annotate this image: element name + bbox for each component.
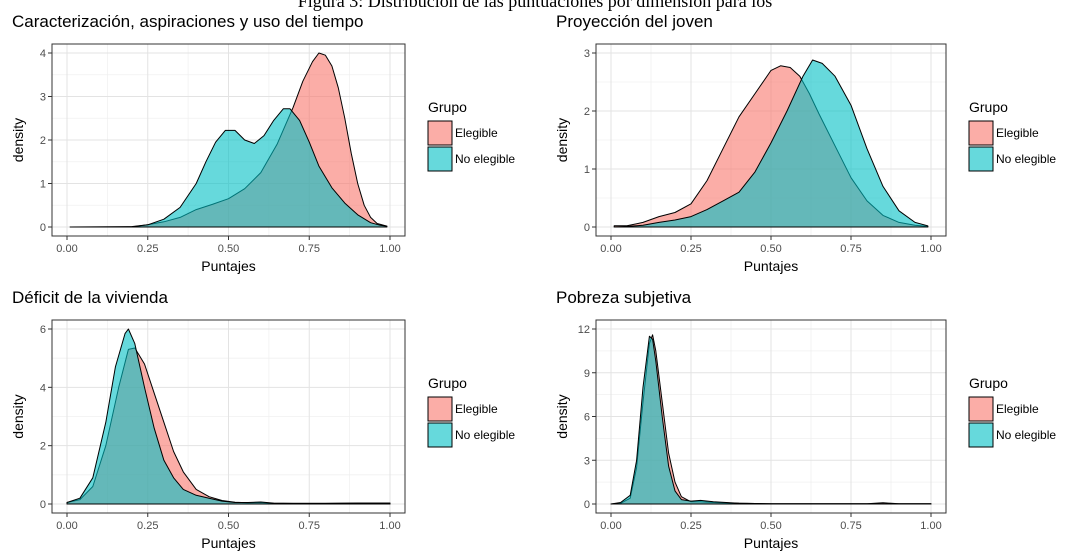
x-tick-label: 0.25	[137, 520, 158, 532]
y-axis-title: density	[10, 394, 26, 438]
x-tick-label: 0.75	[840, 243, 861, 255]
y-tick-label: 0	[584, 222, 590, 234]
x-tick-label: 0.00	[56, 243, 77, 255]
y-tick-label: 9	[584, 368, 590, 380]
y-axis-title: density	[554, 394, 570, 438]
x-tick-label: 0.50	[218, 243, 239, 255]
page-caption: Figura 3: Distribución de las puntuacion…	[297, 0, 773, 11]
legend-title: Grupo	[428, 375, 467, 391]
y-tick-label: 0	[40, 499, 46, 511]
panel-border	[51, 319, 406, 514]
chart-title: Caracterización, aspiraciones y uso del …	[12, 12, 364, 31]
legend-label: No elegible	[455, 428, 515, 442]
y-tick-label: 6	[584, 412, 590, 424]
chart-title: Proyección del joven	[556, 12, 713, 31]
y-tick-label: 3	[584, 455, 590, 467]
y-tick-label: 1	[584, 164, 590, 176]
y-tick-label: 4	[40, 48, 46, 60]
legend-label: No elegible	[455, 152, 515, 166]
x-tick-label: 0.75	[299, 243, 320, 255]
legend-label: Elegible	[455, 402, 498, 416]
density-area-no-elegible	[69, 108, 388, 228]
legend-key-no-elegible	[427, 422, 453, 448]
legend-key-elegible	[968, 120, 994, 146]
x-tick-label: 1.00	[379, 520, 400, 532]
x-tick-label: 0.25	[680, 520, 701, 532]
x-tick-label: 0.00	[56, 520, 77, 532]
y-tick-label: 12	[578, 324, 590, 336]
y-tick-label: 1	[40, 179, 46, 191]
legend-label: Elegible	[996, 402, 1039, 416]
chart-title: Pobreza subjetiva	[556, 288, 692, 307]
legend-title: Grupo	[969, 99, 1008, 115]
chart-panel: Déficit de la vivienda 0.00 0.25 0.50 0.75 1.…	[10, 288, 515, 551]
x-axis-title: Puntajes	[744, 258, 798, 274]
y-axis-title: density	[554, 118, 570, 162]
legend-label: Elegible	[455, 126, 498, 140]
panel-border	[595, 43, 947, 237]
x-tick-label: 1.00	[379, 243, 400, 255]
x-tick-label: 1.00	[920, 243, 941, 255]
legend-key-no-elegible	[968, 422, 994, 448]
x-tick-label: 0.50	[218, 520, 239, 532]
y-tick-label: 0	[584, 499, 590, 511]
legend-label: No elegible	[996, 152, 1056, 166]
legend-key-no-elegible	[968, 146, 994, 172]
x-tick-label: 1.00	[920, 520, 941, 532]
x-tick-label: 0.00	[600, 520, 621, 532]
chart-title: Déficit de la vivienda	[12, 288, 168, 307]
chart-panel: Pobreza subjetiva 0.00 0.25 0.50 0.75 1.00 0 3 6…	[554, 288, 1056, 551]
legend-key-elegible	[968, 396, 994, 422]
x-axis-title: Puntajes	[201, 535, 255, 551]
x-tick-label: 0.50	[760, 520, 781, 532]
y-tick-label: 3	[40, 92, 46, 104]
y-axis-title: density	[10, 118, 26, 162]
chart-panel: Proyección del joven 0.00 0.25 0.50 0.75 1.00…	[554, 12, 1056, 274]
density-area-no-elegible	[66, 328, 391, 505]
legend-key-no-elegible	[427, 146, 453, 172]
legend-title: Grupo	[969, 375, 1008, 391]
density-area-no-elegible	[610, 335, 932, 505]
y-tick-label: 2	[40, 135, 46, 147]
panel-border	[51, 43, 406, 237]
y-tick-label: 2	[584, 106, 590, 118]
x-tick-label: 0.25	[137, 243, 158, 255]
x-tick-label: 0.50	[760, 243, 781, 255]
y-tick-label: 0	[40, 222, 46, 234]
x-axis-title: Puntajes	[744, 535, 798, 551]
density-area-no-elegible	[613, 59, 929, 228]
x-tick-label: 0.75	[299, 520, 320, 532]
chart-panel: Caracterización, aspiraciones y uso del …	[10, 12, 515, 274]
legend-key-elegible	[427, 396, 453, 422]
legend-label: Elegible	[996, 126, 1039, 140]
legend-label: No elegible	[996, 428, 1056, 442]
panel-border	[595, 319, 947, 514]
x-axis-title: Puntajes	[201, 258, 255, 274]
legend-key-elegible	[427, 120, 453, 146]
x-tick-label: 0.25	[680, 243, 701, 255]
y-tick-label: 3	[584, 48, 590, 60]
legend-title: Grupo	[428, 99, 467, 115]
y-tick-label: 4	[40, 382, 46, 394]
y-tick-label: 6	[40, 324, 46, 336]
y-tick-label: 2	[40, 441, 46, 453]
x-tick-label: 0.00	[600, 243, 621, 255]
x-tick-label: 0.75	[840, 520, 861, 532]
